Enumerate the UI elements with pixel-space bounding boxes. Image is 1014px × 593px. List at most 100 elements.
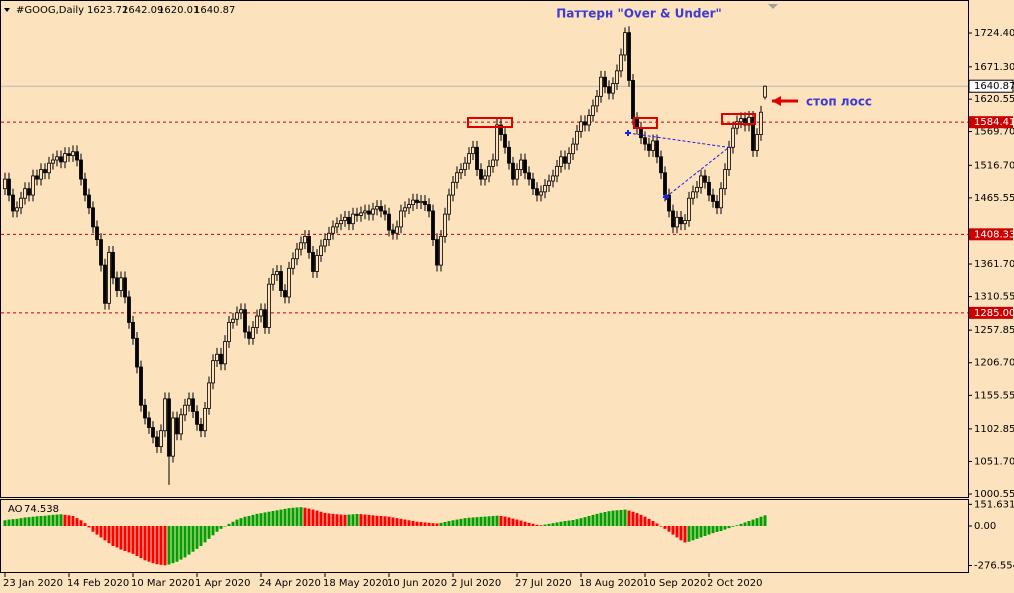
candle-body bbox=[99, 239, 103, 266]
candle-body bbox=[439, 236, 443, 266]
candle-body bbox=[427, 204, 431, 212]
candle-body bbox=[259, 309, 263, 317]
candle-body bbox=[347, 216, 351, 225]
candle-body bbox=[211, 360, 215, 384]
candle-body bbox=[299, 242, 303, 250]
ao-bar bbox=[115, 526, 119, 548]
candle-body bbox=[763, 85, 767, 98]
candle-body bbox=[515, 169, 519, 180]
candle-body bbox=[407, 204, 411, 209]
ao-bar bbox=[27, 517, 31, 526]
candle-body bbox=[751, 116, 755, 151]
candle-body bbox=[271, 274, 275, 285]
ao-bar bbox=[323, 512, 327, 526]
candle-body bbox=[703, 175, 707, 183]
ao-bar bbox=[747, 521, 751, 526]
candle-body bbox=[31, 175, 35, 196]
ao-bar bbox=[395, 518, 399, 526]
candle-body bbox=[635, 118, 639, 129]
candle-body bbox=[471, 146, 475, 155]
candle-body bbox=[731, 127, 735, 148]
candle-body bbox=[535, 188, 539, 196]
ao-bar bbox=[527, 522, 531, 526]
ao-bar bbox=[763, 515, 767, 526]
candle-body bbox=[291, 258, 295, 269]
symbol-label: #GOOG,Daily bbox=[16, 5, 84, 16]
ao-bar bbox=[587, 516, 591, 526]
candle-body bbox=[639, 127, 643, 139]
candle-body bbox=[163, 398, 167, 432]
level-label-box bbox=[969, 228, 1013, 241]
candle-body bbox=[675, 216, 679, 228]
ao-bar bbox=[7, 519, 11, 526]
candle-body bbox=[23, 188, 27, 199]
x-tick-label: 27 Jul 2020 bbox=[515, 578, 572, 589]
candle-body bbox=[687, 197, 691, 221]
candle-body bbox=[131, 322, 135, 339]
ao-bar bbox=[451, 520, 455, 526]
ao-bar bbox=[755, 518, 759, 526]
y-tick-label: -276.554 bbox=[974, 561, 1014, 572]
x-tick-label: 18 Aug 2020 bbox=[579, 578, 643, 589]
ao-bar bbox=[723, 526, 727, 530]
candle-body bbox=[583, 121, 587, 126]
ao-bar bbox=[171, 526, 175, 564]
candle-body bbox=[71, 151, 75, 156]
candle-body bbox=[27, 188, 31, 196]
candle-body bbox=[367, 210, 371, 215]
candle-body bbox=[431, 210, 435, 241]
ao-bar bbox=[671, 526, 675, 535]
ao-bar bbox=[31, 516, 35, 526]
y-tick-label: 0.00 bbox=[974, 521, 996, 532]
candle-body bbox=[551, 175, 555, 182]
ao-bar bbox=[143, 526, 147, 561]
candle-body bbox=[619, 54, 623, 72]
ao-bar bbox=[639, 514, 643, 526]
ao-bar bbox=[439, 522, 443, 526]
candle-body bbox=[195, 411, 199, 425]
ao-bar bbox=[547, 523, 551, 526]
candle-body bbox=[699, 175, 703, 188]
candle-body bbox=[119, 277, 123, 291]
y-tick-label: 1155.55 bbox=[974, 390, 1014, 401]
ao-bar bbox=[99, 526, 103, 538]
candle-body bbox=[107, 251, 111, 304]
ao-bar bbox=[647, 518, 651, 526]
candle-body bbox=[207, 382, 211, 409]
y-tick-label: 1000.55 bbox=[974, 489, 1014, 500]
x-tick-label: 23 Jan 2020 bbox=[3, 578, 63, 589]
candle-body bbox=[663, 172, 667, 196]
candle-body bbox=[463, 162, 467, 170]
candle-body bbox=[311, 251, 315, 272]
ao-bar bbox=[479, 516, 483, 526]
ao-bar bbox=[535, 524, 539, 526]
level-label-box bbox=[969, 116, 1013, 129]
candle-body bbox=[3, 178, 7, 190]
candle-body bbox=[191, 398, 195, 412]
candle-body bbox=[43, 169, 47, 174]
candle-body bbox=[519, 159, 523, 170]
ao-bar bbox=[487, 516, 491, 526]
candle-body bbox=[139, 366, 143, 406]
x-tick-label: 14 Feb 2020 bbox=[67, 578, 129, 589]
ao-bar bbox=[195, 526, 199, 549]
ao-bar bbox=[59, 514, 63, 526]
candle-body bbox=[503, 134, 507, 148]
ao-bar bbox=[215, 526, 219, 532]
candle-body bbox=[559, 156, 563, 167]
ao-bar bbox=[443, 522, 447, 526]
y-tick-label: 1724.40 bbox=[974, 28, 1014, 39]
ao-bar bbox=[715, 526, 719, 532]
candle-body bbox=[75, 151, 79, 161]
candle-body bbox=[487, 165, 491, 177]
ao-bar bbox=[719, 526, 723, 531]
low-price: 1620.01 bbox=[158, 5, 199, 16]
candle-body bbox=[595, 95, 599, 107]
x-tick-label: 18 May 2020 bbox=[323, 578, 388, 589]
candle-body bbox=[379, 206, 383, 212]
candle-body bbox=[599, 76, 603, 97]
ao-bar bbox=[599, 512, 603, 526]
ao-bar bbox=[431, 523, 435, 526]
price-label-box bbox=[968, 79, 1014, 93]
candle-body bbox=[155, 436, 159, 448]
